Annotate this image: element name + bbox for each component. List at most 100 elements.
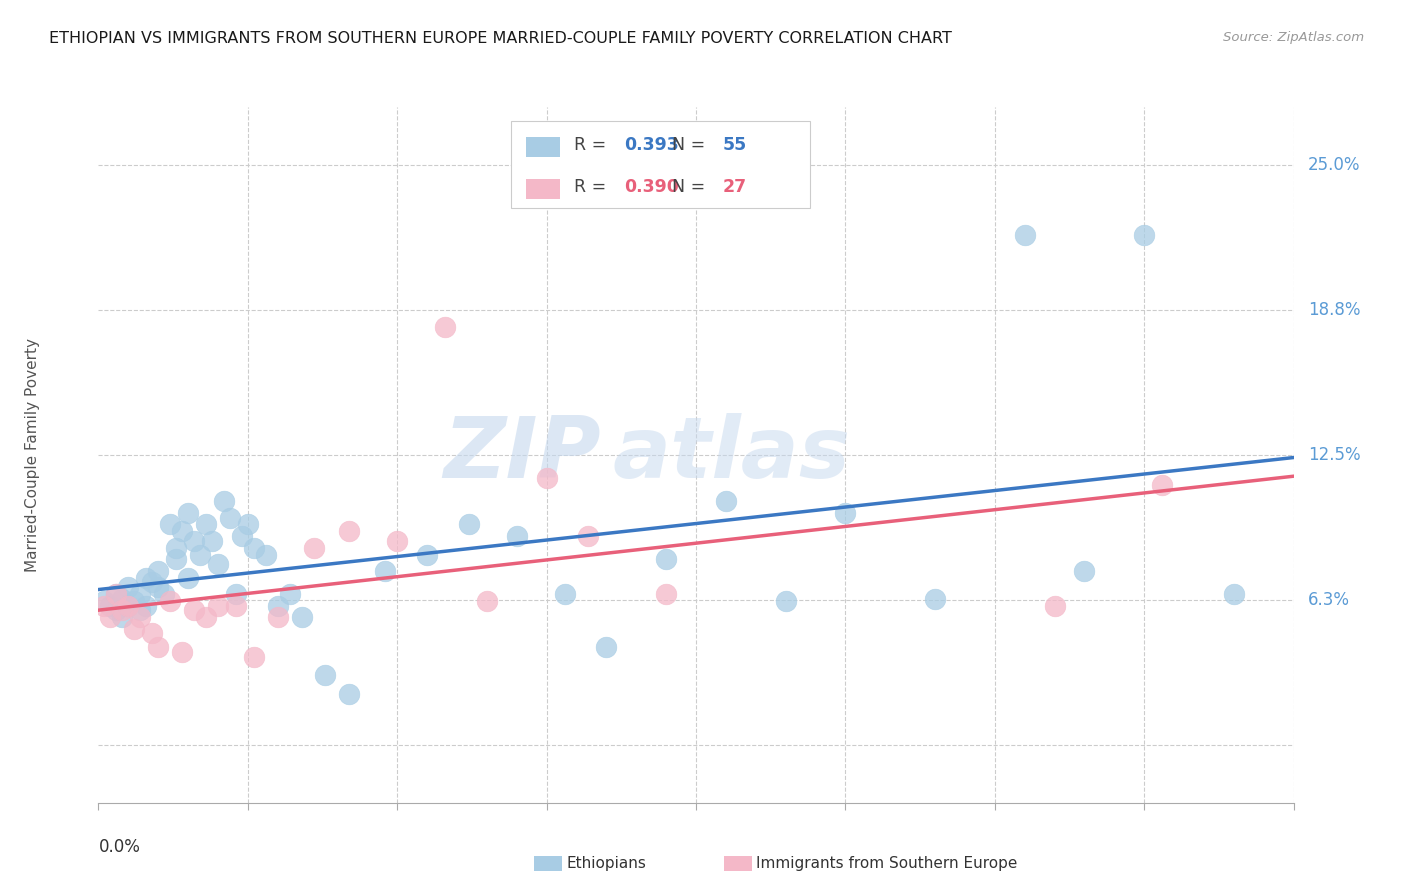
Point bbox=[159, 594, 181, 608]
Point bbox=[554, 587, 576, 601]
Text: 12.5%: 12.5% bbox=[1308, 446, 1361, 464]
Point bbox=[225, 587, 247, 601]
Point bbox=[339, 687, 361, 701]
Point bbox=[172, 524, 194, 539]
Point bbox=[775, 594, 797, 608]
Point bbox=[278, 587, 301, 601]
Point bbox=[177, 571, 200, 585]
Text: 55: 55 bbox=[723, 136, 747, 154]
Point bbox=[165, 541, 187, 555]
Text: N =: N = bbox=[672, 178, 711, 195]
Point bbox=[135, 571, 157, 585]
Point bbox=[148, 640, 170, 655]
Point bbox=[231, 529, 253, 543]
Point bbox=[219, 510, 242, 524]
Point bbox=[434, 320, 457, 334]
Point bbox=[207, 557, 229, 571]
Point bbox=[655, 587, 678, 601]
Point bbox=[1152, 478, 1174, 492]
Point bbox=[1014, 227, 1036, 242]
Point bbox=[93, 599, 115, 613]
Text: 27: 27 bbox=[723, 178, 747, 195]
Point bbox=[315, 668, 337, 682]
Point bbox=[195, 517, 218, 532]
Point bbox=[506, 529, 529, 543]
Point bbox=[536, 471, 558, 485]
Point bbox=[129, 603, 152, 617]
Point bbox=[302, 541, 325, 555]
Text: 0.0%: 0.0% bbox=[98, 838, 141, 855]
Point bbox=[924, 591, 946, 606]
Point bbox=[129, 587, 152, 601]
Text: 0.393: 0.393 bbox=[624, 136, 679, 154]
Point bbox=[124, 622, 146, 636]
Point bbox=[159, 517, 181, 532]
Point bbox=[243, 541, 266, 555]
Point bbox=[188, 548, 211, 562]
Point bbox=[195, 610, 218, 624]
Point bbox=[834, 506, 856, 520]
Text: 18.8%: 18.8% bbox=[1308, 301, 1361, 319]
Point bbox=[117, 580, 139, 594]
Point bbox=[183, 533, 205, 548]
Point bbox=[98, 599, 122, 613]
Point bbox=[291, 610, 314, 624]
Point bbox=[1043, 599, 1066, 613]
Point bbox=[374, 564, 396, 578]
Text: 25.0%: 25.0% bbox=[1308, 156, 1361, 174]
FancyBboxPatch shape bbox=[526, 179, 560, 199]
Point bbox=[578, 529, 600, 543]
Point bbox=[141, 575, 163, 590]
Point bbox=[148, 564, 170, 578]
Point bbox=[236, 517, 259, 532]
FancyBboxPatch shape bbox=[510, 121, 810, 208]
Text: 6.3%: 6.3% bbox=[1308, 591, 1350, 609]
Text: ZIP: ZIP bbox=[443, 413, 600, 497]
Point bbox=[267, 599, 290, 613]
Point bbox=[1073, 564, 1095, 578]
Point bbox=[148, 580, 170, 594]
Point bbox=[1133, 227, 1156, 242]
Point bbox=[212, 494, 235, 508]
Text: R =: R = bbox=[574, 136, 612, 154]
Point bbox=[475, 594, 498, 608]
Text: atlas: atlas bbox=[613, 413, 851, 497]
Point bbox=[153, 587, 176, 601]
Point bbox=[201, 533, 224, 548]
Point bbox=[105, 587, 128, 601]
Text: ETHIOPIAN VS IMMIGRANTS FROM SOUTHERN EUROPE MARRIED-COUPLE FAMILY POVERTY CORRE: ETHIOPIAN VS IMMIGRANTS FROM SOUTHERN EU… bbox=[49, 31, 952, 46]
Point bbox=[93, 594, 115, 608]
Point bbox=[141, 626, 163, 640]
Point bbox=[124, 594, 146, 608]
Point bbox=[416, 548, 439, 562]
Point bbox=[1223, 587, 1246, 601]
Point bbox=[458, 517, 481, 532]
Point bbox=[595, 640, 617, 655]
Point bbox=[385, 533, 409, 548]
Text: Married-Couple Family Poverty: Married-Couple Family Poverty bbox=[25, 338, 41, 572]
Point bbox=[165, 552, 187, 566]
Point bbox=[177, 506, 200, 520]
Text: Source: ZipAtlas.com: Source: ZipAtlas.com bbox=[1223, 31, 1364, 45]
Point bbox=[172, 645, 194, 659]
Point bbox=[655, 552, 678, 566]
Text: 0.390: 0.390 bbox=[624, 178, 679, 195]
Text: Immigrants from Southern Europe: Immigrants from Southern Europe bbox=[756, 856, 1018, 871]
Text: N =: N = bbox=[672, 136, 711, 154]
Point bbox=[339, 524, 361, 539]
Point bbox=[105, 603, 128, 617]
Point bbox=[714, 494, 737, 508]
Point bbox=[111, 603, 134, 617]
Point bbox=[129, 610, 152, 624]
Text: R =: R = bbox=[574, 178, 612, 195]
Point bbox=[243, 649, 266, 664]
Point bbox=[135, 599, 157, 613]
Point bbox=[117, 599, 139, 613]
Point bbox=[98, 610, 122, 624]
Point bbox=[225, 599, 247, 613]
Point bbox=[207, 599, 229, 613]
Point bbox=[117, 599, 139, 613]
FancyBboxPatch shape bbox=[526, 137, 560, 157]
Point bbox=[111, 591, 134, 606]
Point bbox=[105, 587, 128, 601]
